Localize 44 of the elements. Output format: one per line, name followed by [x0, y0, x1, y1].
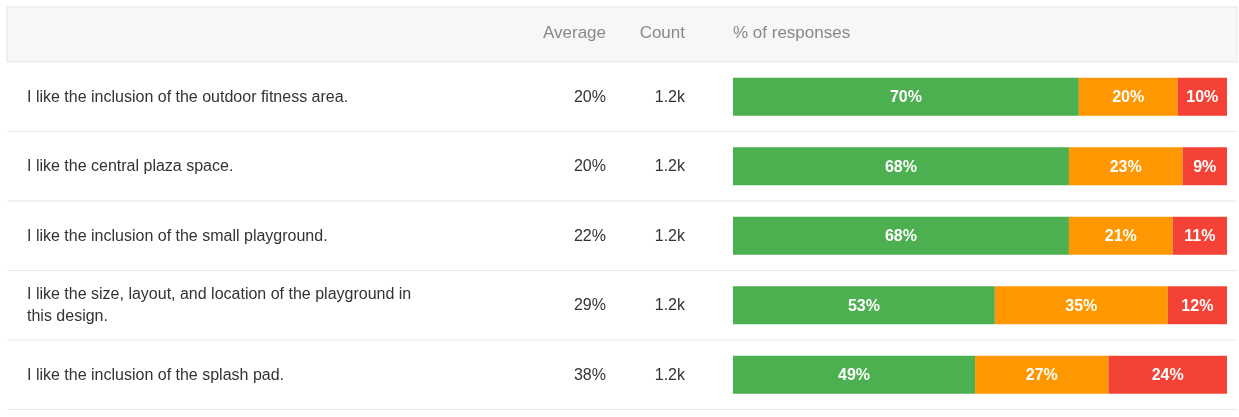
bar: [733, 77, 1079, 116]
bar: [994, 286, 1168, 325]
y-tick-label: I like the central plaza space.: [27, 157, 234, 175]
data-label: 20%: [1112, 88, 1145, 106]
data-label: 68%: [884, 227, 917, 245]
text: 29%: [573, 296, 606, 314]
text: 1.2k: [654, 157, 686, 175]
bar: [1108, 355, 1227, 394]
bar: [733, 286, 995, 325]
data-label: 35%: [1065, 296, 1098, 314]
y-tick-label: I like the inclusion of the splash pad.: [27, 365, 285, 383]
data-label: 49%: [838, 366, 871, 384]
text: 1.2k: [654, 296, 686, 314]
data-label: 21%: [1104, 227, 1137, 245]
text: 1.2k: [654, 226, 686, 244]
y-tick-label: I like the inclusion of the small playground.: [27, 226, 328, 244]
bar: [975, 355, 1109, 394]
text: 20%: [573, 157, 606, 175]
bar: [1068, 216, 1173, 255]
data-label: 23%: [1109, 157, 1142, 175]
text: Count: [639, 23, 686, 42]
data-label: 9%: [1193, 157, 1217, 175]
data-label: 11%: [1184, 227, 1216, 245]
text: 38%: [573, 365, 606, 383]
bar: [733, 147, 1069, 186]
data-label: 10%: [1186, 88, 1219, 106]
bar: [733, 216, 1069, 255]
data-label: 27%: [1025, 366, 1058, 384]
text: 1.2k: [654, 365, 686, 383]
y-tick-label: I like the inclusion of the outdoor fitness area.: [27, 87, 349, 105]
text: 20%: [573, 87, 606, 105]
bar: [1078, 77, 1178, 116]
text: Average: [542, 23, 606, 42]
text: 1.2k: [654, 87, 686, 105]
data-label: 12%: [1181, 296, 1214, 314]
bar: [733, 355, 976, 394]
y-tick-label: I like the size, layout, and location of the playground in this design.: [27, 285, 412, 325]
bar: [1068, 147, 1183, 186]
text: 22%: [573, 226, 606, 244]
data-label: 70%: [889, 88, 922, 106]
data-label: 24%: [1151, 366, 1184, 384]
x-axis-title: % of responses: [733, 23, 851, 42]
data-label: 53%: [847, 296, 880, 314]
data-label: 68%: [884, 157, 917, 175]
